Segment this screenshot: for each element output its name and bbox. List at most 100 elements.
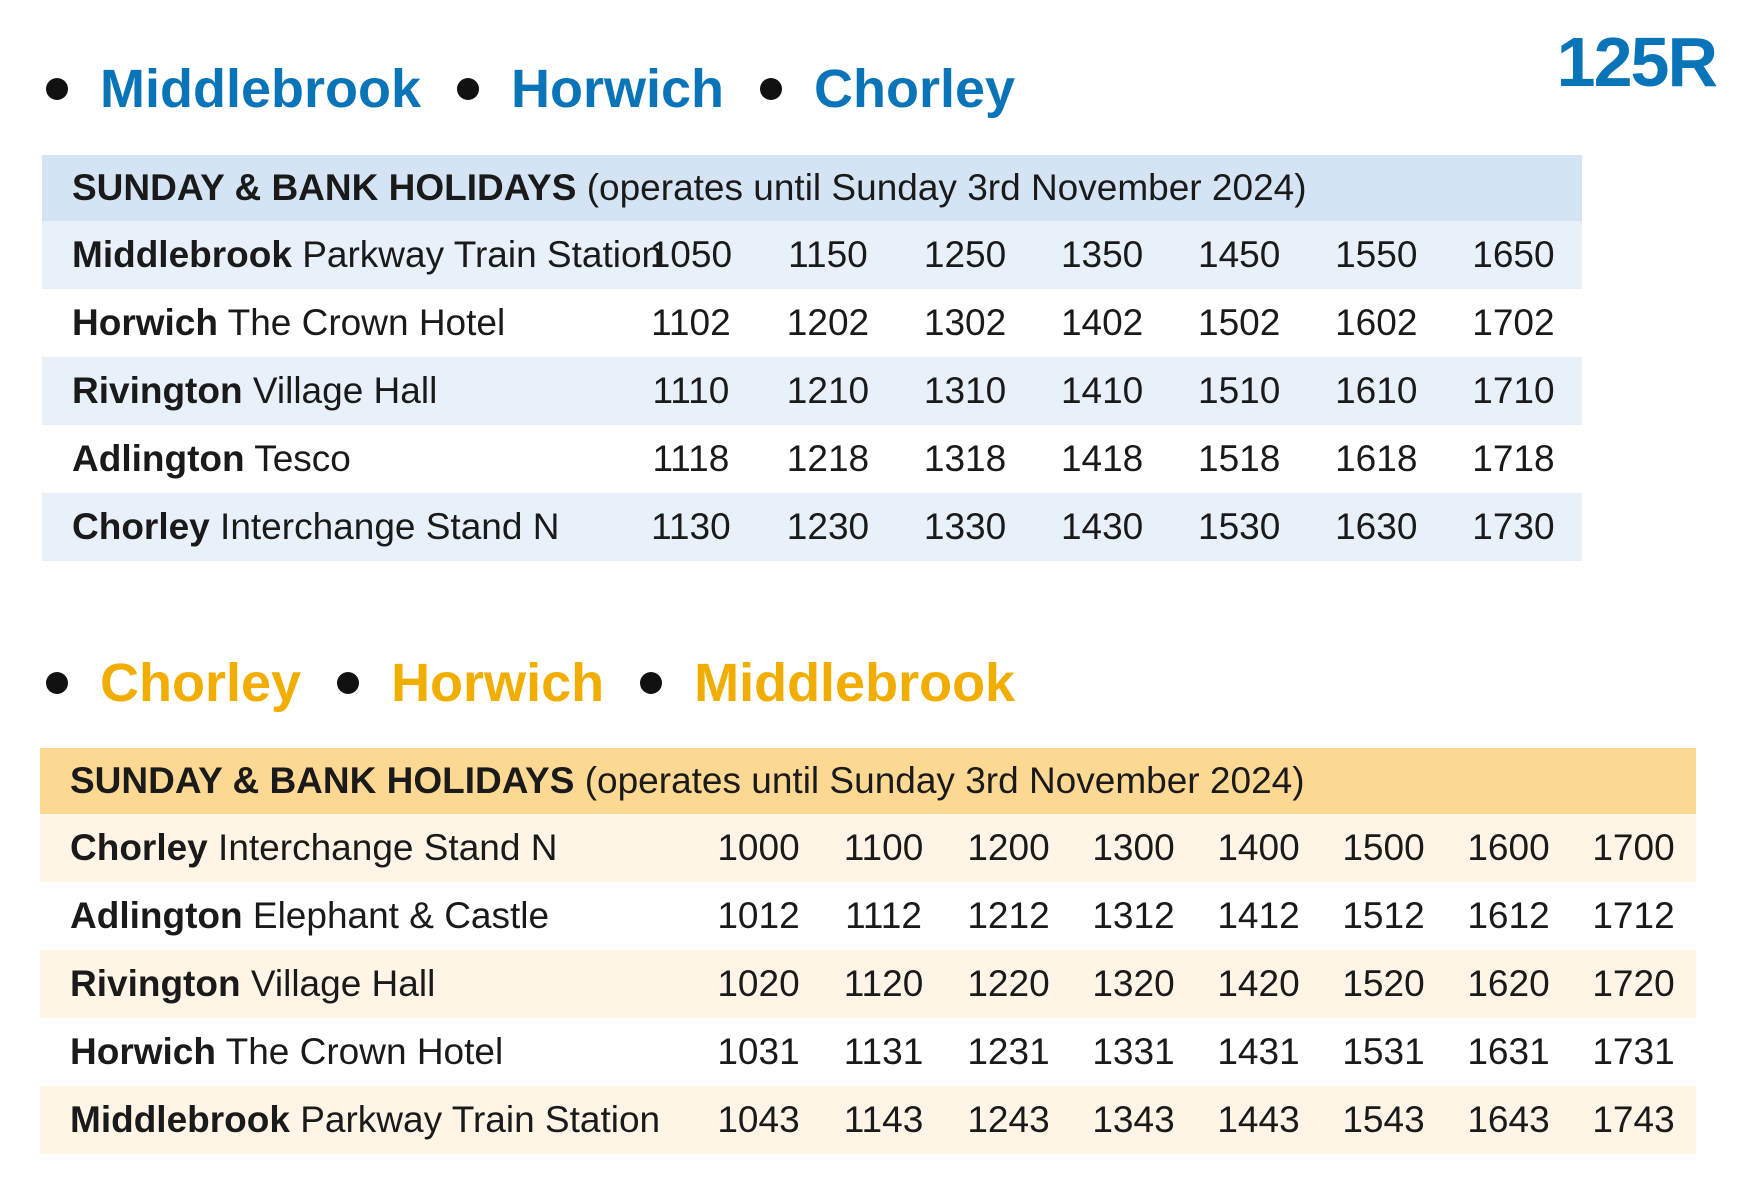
inbound-route-heading: Chorley Horwich Middlebrook bbox=[42, 652, 1045, 714]
departure-time: 1150 bbox=[759, 221, 897, 289]
bullet-icon bbox=[640, 672, 663, 694]
departure-time: 1710 bbox=[1444, 357, 1582, 425]
stop-town: Adlington bbox=[70, 895, 243, 936]
stop-location: Interchange Stand N bbox=[220, 506, 560, 547]
departure-time: 1610 bbox=[1307, 357, 1445, 425]
stop-town: Adlington bbox=[72, 438, 245, 479]
departure-time: 1312 bbox=[1092, 895, 1175, 936]
stop-name: Adlington Elephant & Castle bbox=[40, 882, 696, 950]
departure-time: 1231 bbox=[967, 1031, 1050, 1072]
departure-time: 1418 bbox=[1060, 438, 1144, 479]
departure-time: 1202 bbox=[786, 302, 870, 343]
departure-time: 1618 bbox=[1335, 438, 1418, 479]
departure-time: 1550 bbox=[1307, 221, 1445, 289]
departure-time: 1700 bbox=[1571, 814, 1697, 882]
departure-time: 1600 bbox=[1446, 814, 1571, 882]
departure-time: 1731 bbox=[1592, 1031, 1675, 1072]
outbound-route-heading: Middlebrook Horwich Chorley bbox=[42, 58, 1045, 120]
departure-time: 1631 bbox=[1467, 1031, 1550, 1072]
departure-time: 1650 bbox=[1444, 221, 1582, 289]
departure-time: 1720 bbox=[1571, 950, 1697, 1018]
stop-location: Village Hall bbox=[252, 370, 438, 411]
departure-time: 1120 bbox=[821, 950, 946, 1018]
departure-time: 1331 bbox=[1092, 1031, 1175, 1072]
timetable-row: Adlington Tesco 1118 1218 1318 1418 1518 1618 1… bbox=[42, 425, 1582, 493]
departure-time: 1210 bbox=[759, 357, 897, 425]
departure-time: 1050 bbox=[622, 221, 760, 289]
heading-place: Middlebrook bbox=[694, 653, 1016, 713]
timetable-row: Adlington Elephant & Castle 1012 1112 1212 1… bbox=[40, 882, 1696, 950]
departure-time: 1118 bbox=[652, 438, 730, 479]
departure-time: 1718 bbox=[1472, 438, 1555, 479]
departure-time: 1510 bbox=[1170, 357, 1308, 425]
departure-time: 1518 bbox=[1198, 438, 1281, 479]
stop-location: The Crown Hotel bbox=[225, 1031, 504, 1072]
timetable-header: SUNDAY & BANK HOLIDAYS (operates until S… bbox=[40, 748, 1697, 814]
departure-time: 1643 bbox=[1446, 1086, 1571, 1154]
departure-time: 1520 bbox=[1321, 950, 1446, 1018]
departure-time: 1343 bbox=[1071, 1086, 1196, 1154]
timetable-row: Horwich The Crown Hotel 1102 1202 1302 1402 1… bbox=[42, 289, 1582, 357]
departure-time: 1031 bbox=[717, 1031, 800, 1072]
outbound-timetable: SUNDAY & BANK HOLIDAYS (operates until S… bbox=[42, 155, 1582, 561]
stop-location: Tesco bbox=[254, 438, 351, 479]
stop-town: Rivington bbox=[72, 370, 243, 411]
stop-name: Rivington Village Hall bbox=[42, 357, 623, 425]
timetable-row: Chorley Interchange Stand N 1130 1230 1330 1… bbox=[42, 493, 1582, 561]
departure-time: 1110 bbox=[622, 357, 760, 425]
header-days: SUNDAY & BANK HOLIDAYS bbox=[70, 760, 575, 801]
departure-time: 1300 bbox=[1071, 814, 1196, 882]
heading-place: Chorley bbox=[100, 653, 302, 713]
departure-time: 1431 bbox=[1217, 1031, 1300, 1072]
stop-town: Chorley bbox=[70, 827, 208, 868]
stop-location: Village Hall bbox=[250, 963, 436, 1004]
departure-time: 1420 bbox=[1196, 950, 1321, 1018]
departure-time: 1430 bbox=[1033, 493, 1171, 561]
stop-town: Horwich bbox=[70, 1031, 216, 1072]
departure-time: 1212 bbox=[967, 895, 1050, 936]
bullet-icon bbox=[337, 672, 360, 694]
departure-time: 1000 bbox=[696, 814, 821, 882]
departure-time: 1612 bbox=[1467, 895, 1550, 936]
bullet-icon bbox=[46, 78, 68, 100]
stop-town: Middlebrook bbox=[72, 234, 292, 275]
departure-time: 1602 bbox=[1335, 302, 1418, 343]
departure-time: 1310 bbox=[896, 357, 1034, 425]
stop-name: Horwich The Crown Hotel bbox=[42, 289, 622, 357]
bullet-icon bbox=[760, 78, 783, 100]
departure-time: 1020 bbox=[696, 950, 821, 1018]
departure-time: 1402 bbox=[1060, 302, 1144, 343]
route-number: 125R bbox=[1556, 23, 1718, 101]
header-note: (operates until Sunday 3rd November 2024… bbox=[584, 760, 1305, 801]
departure-time: 1043 bbox=[696, 1086, 821, 1154]
heading-place: Horwich bbox=[391, 653, 605, 713]
departure-time: 1102 bbox=[651, 302, 731, 343]
departure-time: 1131 bbox=[843, 1031, 924, 1072]
departure-time: 1450 bbox=[1170, 221, 1308, 289]
departure-time: 1512 bbox=[1342, 895, 1425, 936]
departure-time: 1502 bbox=[1198, 302, 1281, 343]
departure-time: 1320 bbox=[1071, 950, 1196, 1018]
stop-name: Middlebrook Parkway Train Station bbox=[42, 221, 662, 289]
departure-time: 1743 bbox=[1571, 1086, 1697, 1154]
departure-time: 1630 bbox=[1307, 493, 1445, 561]
departure-time: 1412 bbox=[1217, 895, 1300, 936]
departure-time: 1443 bbox=[1196, 1086, 1321, 1154]
stop-location: Elephant & Castle bbox=[252, 895, 550, 936]
departure-time: 1200 bbox=[946, 814, 1071, 882]
header-days: SUNDAY & BANK HOLIDAYS bbox=[72, 167, 577, 208]
heading-place: Middlebrook bbox=[100, 59, 421, 119]
stop-location: The Crown Hotel bbox=[227, 302, 506, 343]
stop-name: Adlington Tesco bbox=[42, 425, 622, 493]
departure-time: 1350 bbox=[1033, 221, 1171, 289]
departure-time: 1410 bbox=[1033, 357, 1171, 425]
departure-time: 1400 bbox=[1196, 814, 1321, 882]
timetable-row: Chorley Interchange Stand N 1000 1100 1200 1… bbox=[40, 814, 1697, 882]
departure-time: 1218 bbox=[786, 438, 870, 479]
departure-time: 1702 bbox=[1472, 302, 1555, 343]
bullet-icon bbox=[46, 672, 68, 694]
departure-time: 1730 bbox=[1444, 493, 1582, 561]
departure-time: 1531 bbox=[1342, 1031, 1425, 1072]
departure-time: 1220 bbox=[946, 950, 1071, 1018]
